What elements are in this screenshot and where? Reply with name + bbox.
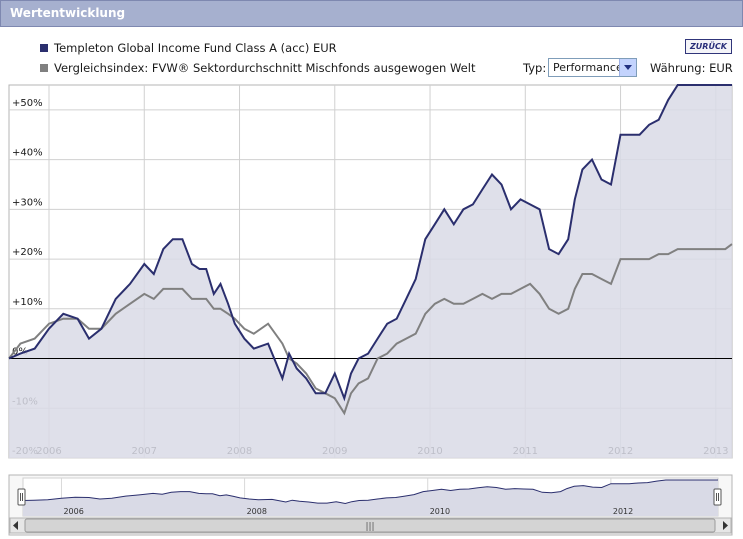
y-tick-label: +20% xyxy=(12,247,43,258)
navigator-x-label: 2010 xyxy=(430,507,450,516)
chevron-down-icon[interactable] xyxy=(619,59,636,76)
navigator-x-label: 2008 xyxy=(247,507,267,516)
fund-series-line xyxy=(8,84,732,402)
navigator-x-labels: 2006 2008 2010 2012 xyxy=(63,507,633,516)
y-tick-label: +30% xyxy=(12,197,43,208)
panel-header: Wertentwicklung xyxy=(0,0,743,27)
y-tick-label: +50% xyxy=(12,98,43,109)
scrollbar-grip-icon: ||| xyxy=(365,522,374,532)
scrollbar-thumb[interactable] xyxy=(24,518,716,533)
navigator-right-handle[interactable] xyxy=(713,488,722,506)
navigator-series-line xyxy=(22,479,718,505)
back-button[interactable]: ZURÜCK xyxy=(685,39,732,54)
panel-title: Wertentwicklung xyxy=(10,6,126,20)
y-tick-label: 0% xyxy=(12,347,28,358)
legend-fund-label: Templeton Global Income Fund Class A (ac… xyxy=(54,41,337,55)
currency-label: Währung: EUR xyxy=(650,61,733,75)
navigator-x-label: 2012 xyxy=(613,507,633,516)
index-series-line xyxy=(8,243,733,416)
navigator-x-label: 2006 xyxy=(63,507,83,516)
y-tick-label: +10% xyxy=(12,297,43,308)
typ-label: Typ: xyxy=(523,61,547,75)
navigator-area-fill xyxy=(23,480,718,516)
fund-swatch-icon xyxy=(40,44,48,52)
index-swatch-icon xyxy=(40,64,48,72)
typ-select[interactable]: Performance xyxy=(548,58,637,77)
legend-item-fund: Templeton Global Income Fund Class A (ac… xyxy=(40,41,337,55)
legend-index-label: Vergleichsindex: FVW® Sektordurchschnitt… xyxy=(54,61,476,75)
scroll-right-icon[interactable] xyxy=(723,521,728,530)
legend-item-index: Vergleichsindex: FVW® Sektordurchschnitt… xyxy=(40,61,475,75)
fund-area-fill xyxy=(9,85,732,458)
y-tick-label: +40% xyxy=(12,148,43,159)
scroll-left-icon[interactable] xyxy=(13,521,18,530)
horizontal-scrollbar[interactable]: ||| xyxy=(9,517,732,534)
typ-select-value: Performance xyxy=(553,61,623,74)
navigator-left-handle[interactable] xyxy=(17,488,26,506)
